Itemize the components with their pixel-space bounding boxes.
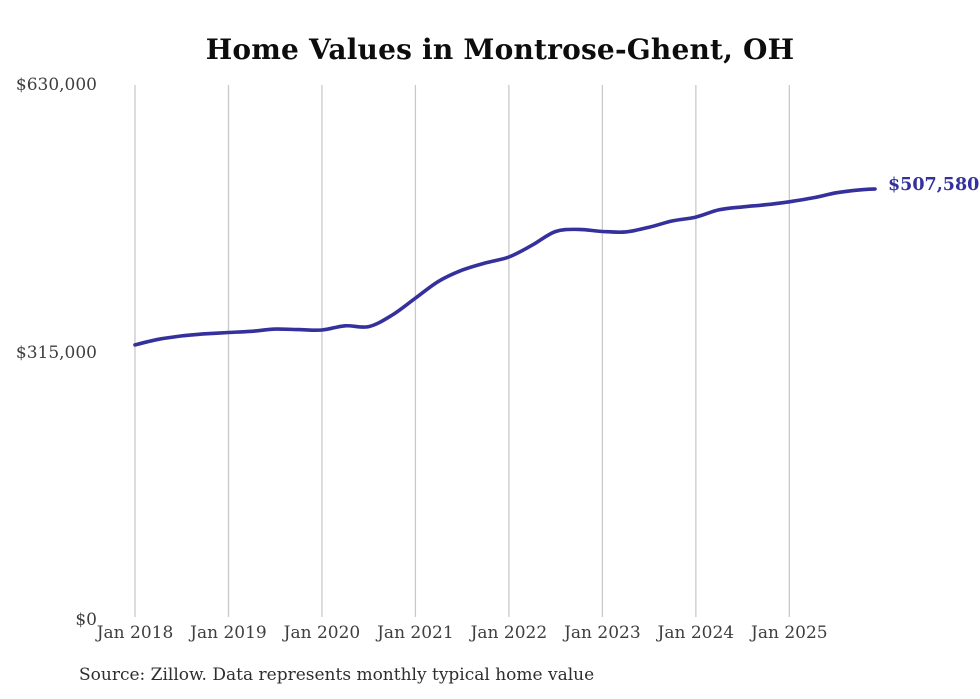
source-note: Source: Zillow. Data represents monthly …	[79, 665, 595, 685]
x-tick-2025-01: Jan 2025	[751, 623, 828, 643]
x-tick-2019-01: Jan 2019	[190, 623, 267, 643]
x-tick-2023-01: Jan 2023	[564, 623, 641, 643]
x-tick-2022-01: Jan 2022	[470, 623, 548, 643]
y-tick-0: $0	[75, 610, 97, 630]
y-tick-630000: $630,000	[15, 75, 97, 95]
end-value-label: $507,580	[888, 174, 980, 195]
chart-title: Home Values in Montrose-Ghent, OH	[205, 33, 795, 66]
x-tick-2021-01: Jan 2021	[377, 623, 454, 643]
home-value-line	[133, 187, 877, 347]
x-tick-2020-01: Jan 2020	[283, 623, 361, 643]
vertical-gridlines	[134, 85, 790, 617]
x-tick-2018-01: Jan 2018	[96, 623, 174, 643]
y-tick-315000: $315,000	[15, 342, 97, 363]
x-tick-2024-01: Jan 2024	[657, 623, 735, 643]
